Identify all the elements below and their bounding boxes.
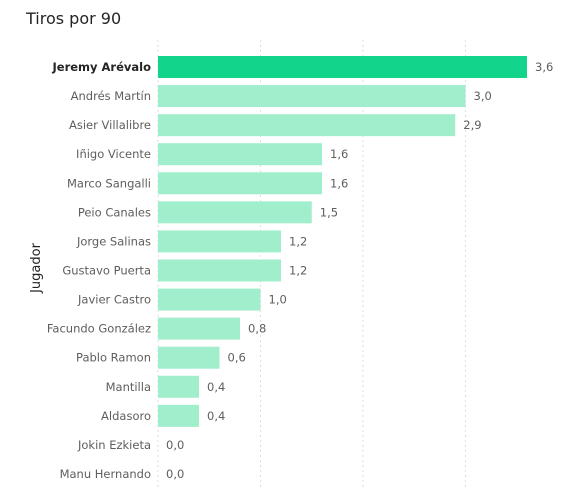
data-label: 1,2 (289, 263, 307, 277)
data-label: 1,0 (269, 293, 287, 307)
data-label: 1,6 (330, 147, 348, 161)
data-label: 1,5 (320, 205, 338, 219)
data-label: 1,6 (330, 176, 348, 190)
category-label: Manu Hernando (60, 467, 151, 481)
bar[interactable] (158, 259, 281, 282)
bar[interactable] (158, 172, 322, 195)
bar[interactable] (158, 230, 281, 253)
category-label: Jorge Salinas (76, 234, 151, 248)
bar[interactable] (158, 114, 456, 137)
data-label: 0,8 (248, 322, 266, 336)
data-label: 3,6 (535, 60, 553, 74)
category-label: Jokin Ezkieta (77, 438, 151, 452)
bar[interactable] (158, 375, 199, 398)
data-label: 3,0 (474, 89, 492, 103)
data-label: 1,2 (289, 234, 307, 248)
category-label: Iñigo Vicente (76, 147, 151, 161)
category-label: Marco Sangalli (67, 176, 151, 190)
data-label: 0,6 (228, 351, 246, 365)
bar[interactable] (158, 404, 199, 427)
data-label: 0,4 (207, 409, 225, 423)
bar[interactable] (158, 346, 220, 369)
category-label: Jeremy Arévalo (51, 60, 151, 74)
bar[interactable] (158, 201, 312, 224)
chart-title: Tiros por 90 (26, 9, 122, 28)
data-label: 0,0 (166, 467, 184, 481)
category-label: Facundo González (47, 322, 151, 336)
category-label: Andrés Martín (71, 89, 151, 103)
category-label: Peio Canales (78, 205, 151, 219)
category-label: Aldasoro (101, 409, 151, 423)
category-label: Asier Villalibre (69, 118, 151, 132)
bar[interactable] (158, 85, 466, 108)
data-label: 0,4 (207, 380, 225, 394)
data-label: 2,9 (463, 118, 481, 132)
bar[interactable] (158, 56, 527, 78)
bar[interactable] (158, 317, 240, 340)
bar[interactable] (158, 288, 261, 311)
category-label: Javier Castro (77, 293, 151, 307)
data-label: 0,0 (166, 438, 184, 452)
category-label: Mantilla (106, 380, 151, 394)
category-label: Gustavo Puerta (62, 263, 151, 277)
bar[interactable] (158, 143, 322, 166)
category-label: Pablo Ramon (76, 351, 151, 365)
y-axis-title: Jugador (29, 242, 44, 293)
